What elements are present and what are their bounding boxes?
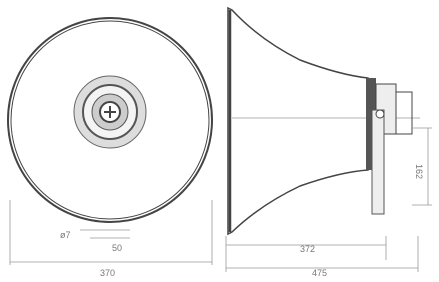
mount-hole-label: ø7	[60, 230, 71, 240]
front-view	[8, 18, 212, 265]
inner-width-label: 50	[112, 243, 122, 253]
length-dims	[226, 236, 418, 272]
height-label: 162	[414, 164, 424, 179]
diameter-label: 370	[100, 268, 115, 278]
side-view	[226, 8, 432, 272]
driver-back	[396, 92, 412, 134]
horn-profile	[228, 8, 368, 234]
bracket	[372, 110, 384, 214]
hole-dim	[80, 230, 130, 238]
drawing: ø7 50 370 372 475 162	[0, 0, 439, 282]
horn-length-label: 372	[300, 244, 315, 254]
total-length-label: 475	[312, 268, 327, 278]
diameter-dim	[10, 200, 212, 265]
bracket-bolt	[376, 110, 384, 118]
